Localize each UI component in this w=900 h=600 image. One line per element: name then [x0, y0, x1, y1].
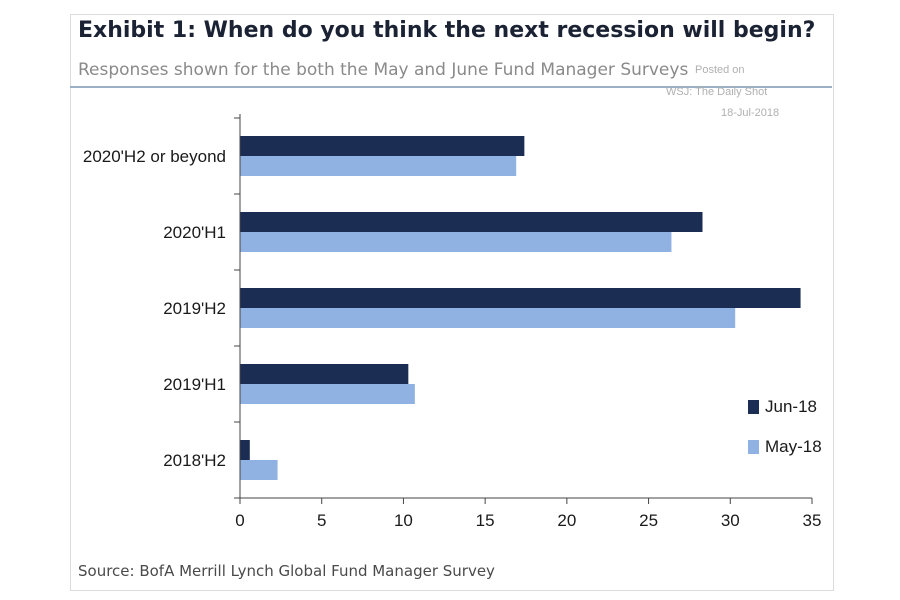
legend-label-jun-18: Jun-18: [765, 397, 817, 416]
x-tick-label: 15: [476, 511, 495, 530]
x-tick-label: 5: [317, 511, 326, 530]
bar-jun-18: [240, 136, 525, 156]
bar-jun-18: [240, 364, 409, 384]
category-label: 2019'H2: [163, 299, 226, 318]
chart-title: Exhibit 1: When do you think the next re…: [78, 18, 816, 43]
legend-label-may-18: May-18: [765, 437, 822, 456]
x-tick-label: 0: [235, 511, 244, 530]
x-tick-label: 25: [639, 511, 658, 530]
bar-jun-18: [240, 212, 703, 232]
chart-subtitle: Responses shown for the both the May and…: [78, 60, 689, 80]
bar-may-18: [240, 384, 415, 404]
category-label: 2018'H2: [163, 451, 226, 470]
x-tick-label: 20: [557, 511, 576, 530]
source-note: Source: BofA Merrill Lynch Global Fund M…: [78, 562, 495, 580]
x-tick-label: 10: [394, 511, 413, 530]
x-tick-label: 30: [721, 511, 740, 530]
bar-may-18: [240, 308, 736, 328]
bar-may-18: [240, 460, 278, 480]
category-label: 2020'H2 or beyond: [83, 147, 226, 166]
legend-swatch-may-18: [748, 440, 759, 454]
bar-jun-18: [240, 288, 801, 308]
bar-may-18: [240, 232, 672, 252]
legend-swatch-jun-18: [748, 400, 759, 414]
category-label: 2019'H1: [163, 375, 226, 394]
watermark-posted: Posted on: [695, 64, 745, 76]
watermark-publisher: WSJ: The Daily Shot: [666, 86, 768, 98]
category-label: 2020'H1: [163, 223, 226, 242]
watermark-date: 18-Jul-2018: [721, 107, 780, 119]
bar-may-18: [240, 156, 517, 176]
title-divider: [70, 86, 832, 88]
x-tick-label: 35: [803, 511, 822, 530]
bar-jun-18: [240, 440, 250, 460]
